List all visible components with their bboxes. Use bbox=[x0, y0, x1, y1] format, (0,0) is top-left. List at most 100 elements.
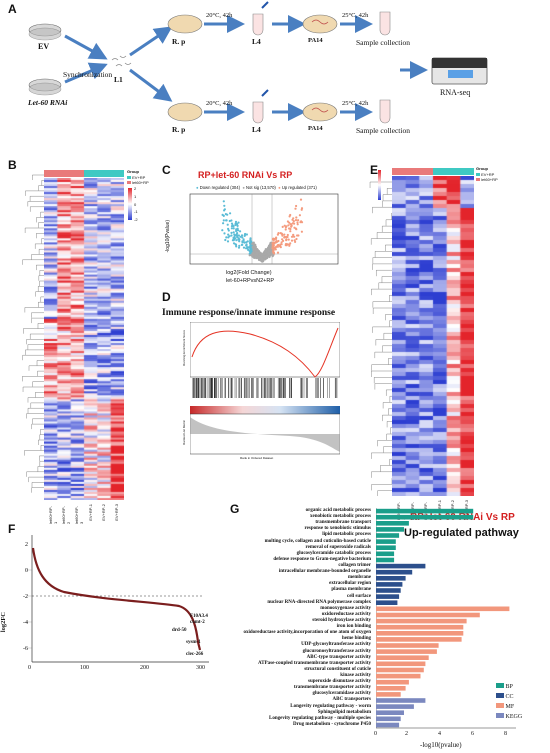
pathway-category-label: ABC-type transporter activity bbox=[306, 654, 371, 660]
cond-label-4: 25°C, 42h bbox=[342, 100, 369, 107]
heatmap-b-legend-item-1: EV+RP bbox=[127, 175, 145, 180]
gsea-title: Immune response/innate immune response bbox=[162, 308, 336, 318]
l4-top-label: L4 bbox=[252, 37, 261, 46]
pathway-category-label: ATPase-coupled transmembrane transporter… bbox=[258, 660, 371, 666]
heatmap-e-legend-item-1: EV+RP bbox=[476, 172, 494, 177]
panel-label-f: F bbox=[8, 522, 16, 536]
collect-bottom-label: Sample collection bbox=[356, 126, 410, 135]
pathway-category-label: transmembrane transporter activity bbox=[293, 685, 371, 691]
sample-tube-bottom bbox=[379, 99, 391, 124]
heatmap-b bbox=[44, 178, 124, 500]
pathway-bar bbox=[376, 716, 401, 722]
panel-label-e: E bbox=[370, 163, 379, 177]
pathway-bar bbox=[376, 649, 437, 654]
pathway-bar bbox=[376, 704, 414, 709]
gsea-ylabel-2: Ranked List Metric bbox=[182, 420, 186, 445]
gsea-ylabel-1: Running Enrichment Score bbox=[182, 330, 186, 366]
pathway-category-label: response to xenobiotic stimulus bbox=[304, 526, 371, 532]
pathway-category-label: extracellular region bbox=[329, 581, 371, 587]
l4-tube-bottom bbox=[252, 101, 264, 124]
fc-ylabel: log2FC bbox=[0, 612, 7, 633]
pathway-legend: BP CC MF KEGG bbox=[496, 683, 546, 720]
rp-bottom-label: R. p bbox=[172, 125, 186, 134]
pathway-bar bbox=[376, 576, 406, 581]
pathway-bar bbox=[376, 521, 409, 526]
sample-tube-top bbox=[379, 11, 391, 36]
pathway-category-label: oxidoreductase activity bbox=[321, 611, 371, 617]
pathway-category-label: membrane bbox=[347, 575, 371, 581]
panel-a-workflow bbox=[28, 1, 488, 124]
pathway-bar bbox=[376, 533, 400, 538]
fc-yticks: 2 0 -2 -4 -6 bbox=[23, 542, 28, 652]
pathway-bar bbox=[376, 673, 421, 679]
panel-label-d: D bbox=[162, 290, 171, 304]
gene-label-drd50: drd-50 bbox=[172, 628, 187, 633]
pathway-bar bbox=[376, 661, 426, 667]
gsea-xlabel: Rank in Ordered Dataset bbox=[240, 456, 274, 460]
pathway-category-labels: organic acid metabolic process xenobiotic… bbox=[160, 508, 373, 730]
pathway-category-label: Longevity regulating pathway - worm bbox=[290, 703, 371, 709]
ranked-fc-plot bbox=[26, 535, 209, 663]
pathway-category-label: Longevity regulating pathway - multiple … bbox=[269, 715, 371, 721]
volcano-xlabel: log2(Fold Change) bbox=[226, 270, 272, 276]
pathway-bar bbox=[376, 606, 510, 612]
panel-label-b: B bbox=[8, 158, 17, 172]
pathway-category-label: superoxide dismutase activity bbox=[308, 679, 371, 685]
pathway-bar bbox=[376, 612, 480, 618]
pa14-top-label: PA14 bbox=[308, 37, 323, 44]
enrichment-curve bbox=[191, 327, 339, 378]
pathway-bar-chart bbox=[376, 508, 516, 729]
l1-worms bbox=[111, 55, 132, 67]
heatmap-e-gene-labels bbox=[475, 176, 515, 496]
pathway-category-label: Drug metabolism - cytochrome P450 bbox=[293, 721, 371, 727]
panel-label-c: C bbox=[162, 163, 171, 177]
volcano-subtitle: let-60+RPvsN2+RP bbox=[226, 278, 274, 284]
pathway-category-label: Sphingolipid metabolism bbox=[317, 709, 371, 715]
heatmap-b-scale: 2 1 0 -1 -2 bbox=[134, 186, 138, 222]
gene-label-f10a3: F10A3.4 bbox=[190, 614, 208, 619]
heatmap-e-dendrogram bbox=[369, 181, 394, 496]
pathway-category-label: UDP-glycosyltransferase activity bbox=[301, 642, 371, 648]
pathway-category-label: glucosylceramidase activity bbox=[312, 691, 371, 697]
pathway-bar bbox=[376, 686, 406, 691]
pathway-category-label: removal of superoxide radicals bbox=[305, 544, 371, 550]
pathway-xticks: 0 2 4 6 8 bbox=[374, 731, 507, 737]
pathway-bar bbox=[376, 618, 467, 624]
pathway-category-label: xenobiotic metabolic process bbox=[309, 514, 371, 520]
heatmap-b-legend-item-2: let60+RP bbox=[127, 180, 149, 185]
pathway-bar bbox=[376, 527, 404, 532]
legend-cc: CC bbox=[496, 693, 546, 700]
pathway-category-label: monooxygenase activity bbox=[320, 605, 371, 611]
sync-label: Synchronization bbox=[63, 70, 113, 79]
rp-dish-bottom bbox=[167, 102, 203, 122]
pathway-category-label: steroid hydroxylase activity bbox=[312, 618, 371, 623]
pa14-bottom-label: PA14 bbox=[308, 125, 323, 132]
pathway-title-2: Up-regulated pathway bbox=[404, 527, 519, 539]
ev-label: EV bbox=[38, 42, 50, 51]
gene-label-sysm1: sysm-1 bbox=[186, 640, 201, 645]
pa14-dish-top bbox=[302, 14, 338, 34]
volcano-ylabel: -log10(Pvalue) bbox=[165, 220, 171, 253]
heatmap-e-group-bar bbox=[392, 168, 474, 175]
pathway-category-label: collagen trimer bbox=[338, 563, 371, 568]
pathway-category-label: transmembrane transport bbox=[315, 520, 371, 526]
collect-top-label: Sample collection bbox=[356, 38, 410, 47]
gene-label-clec266: clec-266 bbox=[186, 652, 204, 657]
fc-curve bbox=[31, 547, 202, 651]
pathway-bar bbox=[376, 624, 464, 630]
l1-label: L1 bbox=[114, 75, 123, 84]
pathway-bar bbox=[376, 710, 404, 715]
pathway-bar bbox=[376, 667, 424, 673]
pathway-bar bbox=[376, 582, 403, 587]
panel-label-g: G bbox=[230, 502, 240, 516]
pathway-bar bbox=[376, 508, 474, 514]
pathway-xlabel: -log10(pvalue) bbox=[420, 741, 462, 749]
heatmap-b-col-labels: let60+RP-1 let60+RP-2 let60+RP-3 EV+RP-1… bbox=[48, 504, 119, 524]
l4-bottom-label: L4 bbox=[252, 125, 261, 134]
cond-label-2: 20°C, 42h bbox=[206, 100, 233, 107]
rp-dish-top bbox=[167, 14, 203, 34]
volcano-legend: ● Down regulated (304) ● Not sig (13,570… bbox=[196, 185, 317, 190]
heatmap-e bbox=[392, 176, 474, 496]
pathway-category-label: kinase activity bbox=[340, 673, 371, 678]
volcano-plot bbox=[189, 193, 339, 265]
